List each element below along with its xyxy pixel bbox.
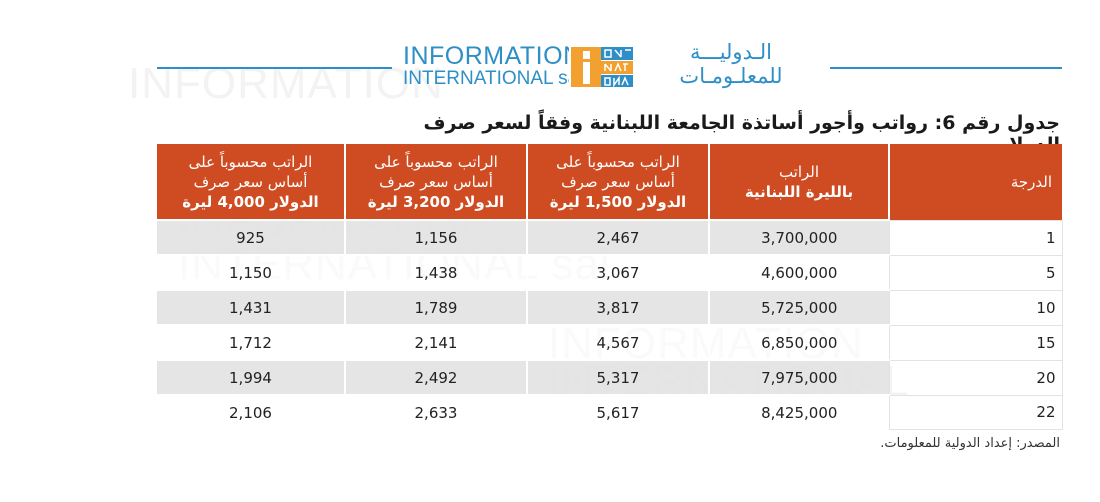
column-header-label: أساس سعر صرف <box>561 172 675 191</box>
cell-salary-1500: 5,317 <box>526 359 709 395</box>
table-row: 1 3,700,000 2,467 1,156 925 <box>157 219 1063 256</box>
cell-salary-3200: 2,141 <box>344 324 527 360</box>
cell-grade: 10 <box>888 289 1063 326</box>
cell-salary-4000: 1,994 <box>157 359 345 395</box>
cell-grade: 20 <box>888 359 1063 396</box>
cell-salary-1500: 4,567 <box>526 324 709 360</box>
column-header-label: الراتب <box>778 162 820 181</box>
salary-table: الدرجة الراتب بالليرة اللبنانية الراتب م… <box>157 144 1063 430</box>
logo-english-line2: INTERNATIONAL sal <box>403 68 583 89</box>
logo-arabic: الـدوليـــة للمعلـومـات <box>642 40 820 88</box>
cell-salary-lbp: 4,600,000 <box>708 254 889 290</box>
cell-salary-1500: 2,467 <box>526 219 709 255</box>
column-header-label: الدرجة <box>1010 172 1052 191</box>
cell-salary-3200: 1,438 <box>344 254 527 290</box>
cell-salary-3200: 2,633 <box>344 394 527 429</box>
cell-salary-lbp: 8,425,000 <box>708 394 889 429</box>
cell-grade: 22 <box>888 394 1063 430</box>
column-header-label: الراتب محسوباً على <box>188 152 313 171</box>
table-row: 20 7,975,000 5,317 2,492 1,994 <box>157 359 1063 396</box>
cell-salary-lbp: 7,975,000 <box>708 359 889 395</box>
table-row: 5 4,600,000 3,067 1,438 1,150 <box>157 254 1063 291</box>
column-header-salary-lbp: الراتب بالليرة اللبنانية <box>708 144 889 220</box>
column-header-label-bold: الدولار 4,000 ليرة <box>182 192 319 211</box>
header-rule-right <box>830 67 1062 69</box>
cell-salary-4000: 925 <box>157 219 345 255</box>
table-row: 10 5,725,000 3,817 1,789 1,431 <box>157 289 1063 326</box>
column-header-label-bold: الدولار 1,500 ليرة <box>549 192 687 211</box>
column-header-label-bold: بالليرة اللبنانية <box>744 182 854 201</box>
cell-salary-lbp: 6,850,000 <box>708 324 889 360</box>
table-row: 22 8,425,000 5,617 2,633 2,106 <box>157 394 1063 430</box>
column-header-label: أساس سعر صرف <box>193 172 308 191</box>
column-header-salary-3200: الراتب محسوباً على أساس سعر صرف الدولار … <box>344 144 527 220</box>
cell-grade: 5 <box>888 254 1063 291</box>
cell-salary-1500: 3,817 <box>526 289 709 325</box>
cell-salary-1500: 3,067 <box>526 254 709 290</box>
logo-english: INFORMATION INTERNATIONAL sal <box>403 44 582 89</box>
column-header-grade: الدرجة <box>888 144 1062 220</box>
logo-english-line1: INFORMATION <box>403 42 582 70</box>
cell-salary-3200: 1,156 <box>344 219 527 255</box>
cell-salary-4000: 2,106 <box>157 394 345 429</box>
cell-salary-lbp: 5,725,000 <box>708 289 889 325</box>
cell-salary-4000: 1,431 <box>157 289 345 325</box>
column-header-label: الراتب محسوباً على <box>374 152 498 171</box>
logo-arabic-line2: للمعلـومـات <box>679 64 783 88</box>
source-note: المصدر: إعداد الدولية للمعلومات. <box>880 436 1060 451</box>
logo-arabic-line1: الـدوليـــة <box>689 40 772 64</box>
column-header-salary-1500: الراتب محسوباً على أساس سعر صرف الدولار … <box>526 144 709 220</box>
cell-salary-4000: 1,712 <box>157 324 345 360</box>
column-header-label: الراتب محسوباً على <box>556 152 680 171</box>
cell-salary-3200: 1,789 <box>344 289 527 325</box>
header-rule-left <box>157 67 392 69</box>
cell-salary-lbp: 3,700,000 <box>708 219 889 255</box>
cell-salary-3200: 2,492 <box>344 359 527 395</box>
column-header-salary-4000: الراتب محسوباً على أساس سعر صرف الدولار … <box>157 144 345 220</box>
logo-mark-icon <box>569 45 635 89</box>
table-header-row: الدرجة الراتب بالليرة اللبنانية الراتب م… <box>157 144 1062 220</box>
column-header-label: أساس سعر صرف <box>379 172 493 191</box>
table-row: 15 6,850,000 4,567 2,141 1,712 <box>157 324 1063 361</box>
cell-salary-1500: 5,617 <box>526 394 709 429</box>
cell-salary-4000: 1,150 <box>157 254 345 290</box>
column-header-label-bold: الدولار 3,200 ليرة <box>367 192 505 211</box>
cell-grade: 1 <box>888 219 1063 256</box>
cell-grade: 15 <box>888 324 1063 361</box>
